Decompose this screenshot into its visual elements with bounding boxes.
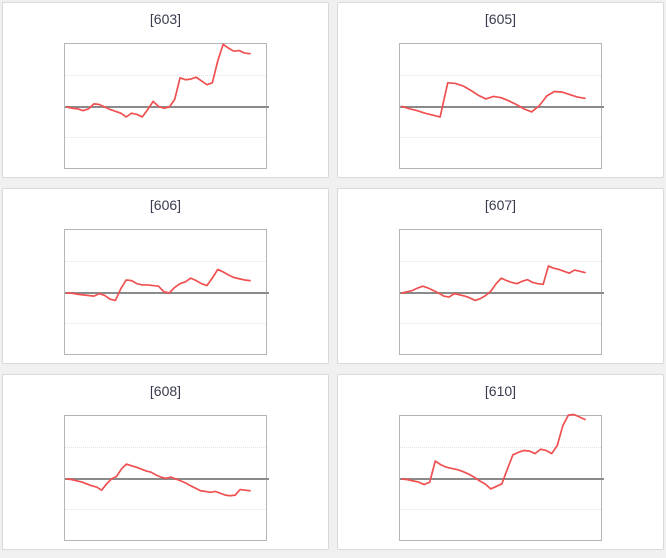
chart-title: [605] — [484, 11, 517, 27]
plot-area — [64, 43, 269, 169]
zero-baseline — [65, 478, 269, 480]
zero-baseline — [400, 106, 604, 108]
series-line — [401, 81, 586, 118]
upper-gridline — [400, 447, 601, 448]
chart-title: [606] — [149, 197, 182, 213]
series-line — [66, 268, 251, 302]
upper-gridline — [400, 261, 601, 262]
plot-area — [64, 415, 269, 541]
chart-title: [607] — [484, 197, 517, 213]
series-line — [401, 413, 586, 490]
series-line — [401, 265, 586, 302]
chart-panel-608: [608] — [2, 374, 329, 550]
chart-panel-610: [610] — [337, 374, 664, 550]
chart-title: [608] — [149, 383, 182, 399]
chart-panel-607: [607] — [337, 188, 664, 364]
plot-area — [64, 229, 269, 355]
lower-gridline — [65, 323, 266, 324]
chart-panel-606: [606] — [2, 188, 329, 364]
upper-gridline — [65, 261, 266, 262]
upper-gridline — [400, 75, 601, 76]
chart-panel-603: [603] — [2, 2, 329, 178]
plot-area — [399, 229, 604, 355]
zero-baseline — [400, 292, 604, 294]
plot-area — [399, 413, 604, 541]
lower-gridline — [400, 137, 601, 138]
lower-gridline — [400, 509, 601, 510]
chart-panel-605: [605] — [337, 2, 664, 178]
lower-gridline — [65, 509, 266, 510]
series-line — [66, 43, 251, 118]
chart-title: [610] — [484, 383, 517, 399]
upper-gridline — [65, 75, 266, 76]
upper-gridline — [65, 447, 266, 448]
lower-gridline — [65, 137, 266, 138]
zero-baseline — [400, 478, 604, 480]
plot-area — [399, 43, 604, 169]
chart-title: [603] — [149, 11, 182, 27]
series-line — [66, 463, 251, 497]
lower-gridline — [400, 323, 601, 324]
